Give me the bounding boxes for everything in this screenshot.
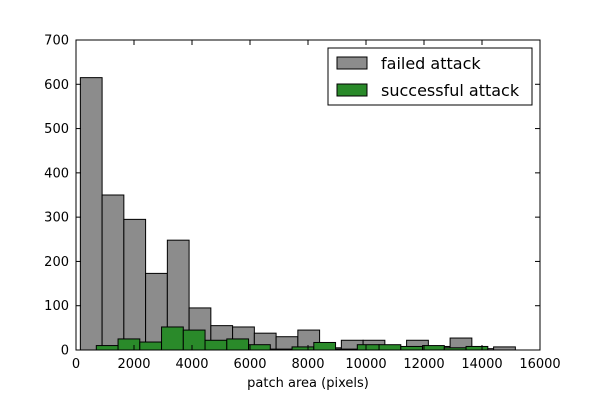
y-tick-label-0: 0 (61, 344, 69, 359)
x-tick-label-8: 16000 (519, 357, 560, 372)
x-tick-label-3: 6000 (233, 357, 266, 372)
bar-successful-17 (465, 345, 489, 351)
legend: failed attack successful attack (327, 47, 533, 106)
x-tick-label-4: 8000 (291, 357, 324, 372)
y-tick-label-1: 100 (44, 299, 69, 314)
legend-swatch-successful (336, 83, 368, 97)
x-tick-label-2: 4000 (175, 357, 208, 372)
bar-successful-14 (400, 345, 424, 351)
y-tick-label-3: 300 (44, 211, 69, 226)
bar-successful-13 (378, 344, 402, 351)
x-axis-label: patch area (pixels) (247, 376, 369, 391)
bar-successful-10 (313, 341, 337, 351)
legend-swatch-failed (336, 56, 368, 70)
x-tick-label-0: 0 (72, 357, 80, 372)
bar-successful-7 (248, 344, 271, 351)
x-tick-label-6: 12000 (403, 357, 444, 372)
x-tick-label-1: 2000 (117, 357, 150, 372)
bar-successful-12 (356, 344, 380, 351)
ticks-layer: 0 2000 4000 6000 8000 10000 12000 14000 16000 0 10… (44, 34, 561, 373)
bar-failed-0 (79, 77, 103, 351)
bars-layer (79, 77, 516, 351)
legend-label-successful: successful attack (381, 81, 520, 100)
bar-failed-2 (123, 218, 147, 351)
bar-successful-6 (226, 338, 250, 351)
bar-successful-5 (204, 339, 228, 351)
y-tick-label-4: 400 (44, 166, 69, 181)
y-tick-label-5: 500 (44, 122, 69, 137)
bar-successful-0 (95, 345, 119, 351)
y-tick-label-6: 600 (44, 78, 69, 93)
legend-label-failed: failed attack (381, 54, 481, 73)
y-tick-label-2: 200 (44, 255, 69, 270)
bar-successful-15 (422, 345, 445, 351)
bar-successful-2 (139, 341, 163, 351)
x-tick-label-5: 10000 (345, 357, 386, 372)
bar-successful-1 (117, 338, 141, 351)
bar-successful-4 (182, 329, 206, 351)
bar-failed-1 (101, 194, 125, 351)
x-tick-label-7: 14000 (461, 357, 502, 372)
bar-successful-3 (161, 326, 184, 351)
y-tick-label-7: 700 (44, 34, 69, 49)
